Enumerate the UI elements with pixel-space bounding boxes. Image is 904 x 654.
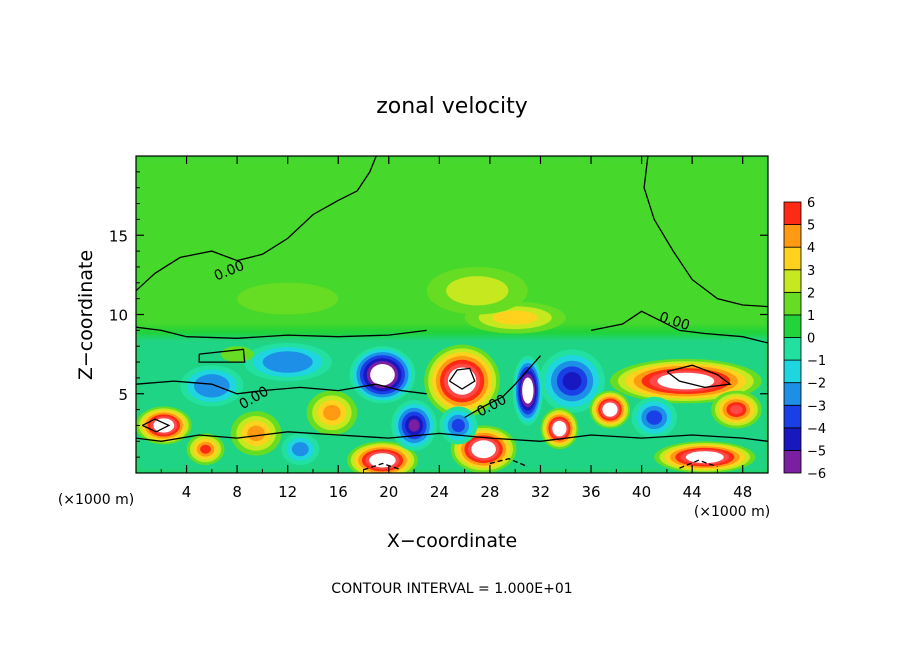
colorbar-label: −4 [807, 422, 826, 437]
y-axis-ticks: 5 10 15 [109, 171, 768, 458]
field-blob [631, 396, 677, 439]
contour-line [448, 367, 476, 390]
field-blob [281, 433, 320, 466]
colorbar-label: −1 [807, 354, 826, 369]
field-blob [237, 282, 339, 315]
x-tick-label: 32 [531, 483, 550, 501]
contour-line [643, 156, 768, 308]
colorbar-swatch [783, 337, 802, 361]
field-blob [180, 365, 244, 407]
plot-area: 0.000.00 0.000.00 [135, 155, 769, 474]
x-tick-label: 48 [733, 483, 752, 501]
field-blob [349, 346, 416, 404]
colorbar-swatch [783, 269, 802, 293]
x-unit-right: (×1000 m) [694, 504, 770, 520]
x-tick-label: 16 [329, 483, 348, 501]
colorbar-swatch [783, 314, 802, 338]
field-blob [243, 343, 332, 382]
field-blob [186, 433, 225, 466]
colorbar-label: 2 [807, 286, 815, 301]
field-blob [220, 346, 254, 363]
x-tick-label: 12 [278, 483, 297, 501]
contour-line [489, 458, 529, 468]
chart-title: zonal velocity [376, 94, 528, 119]
field-blob [230, 411, 282, 456]
contour-line [679, 459, 718, 469]
colorbar-swatch [783, 359, 802, 384]
field-blob [589, 390, 631, 429]
field-blob [426, 266, 528, 315]
colorbar-swatch [783, 291, 802, 316]
colorbar-swatch [783, 427, 802, 451]
field-blob [439, 406, 478, 445]
contour-lines [136, 156, 768, 471]
colorbar-label: 5 [807, 219, 815, 234]
field-blob [347, 441, 418, 473]
field-blob [391, 400, 437, 451]
y-axis-label: Z−coordinate [75, 250, 97, 380]
contour-line [136, 380, 427, 395]
colorbar-swatch [783, 450, 802, 474]
field-blob [512, 355, 544, 426]
colorbar-label: −2 [807, 377, 826, 392]
colorbar-label: −3 [807, 399, 826, 414]
contour-line [136, 431, 768, 442]
field-blob [539, 349, 605, 413]
field-blob [654, 441, 756, 473]
colorbar-label: −5 [807, 444, 826, 459]
colorbar: −6 −5 −4 −3 −2 −1 0 1 2 3 4 5 6 [783, 196, 826, 482]
contour-line [142, 418, 171, 433]
x-unit-left: (×1000 m) [58, 492, 134, 508]
x-axis-label: X−coordinate [387, 530, 517, 552]
x-tick-label: 36 [581, 483, 600, 501]
contour-line [136, 156, 377, 292]
velocity-field [136, 156, 768, 473]
colorbar-label: 0 [807, 332, 815, 347]
field-blob [424, 344, 501, 418]
colorbar-label: 1 [807, 309, 815, 324]
field-blob [711, 390, 762, 429]
colorbar-label: 4 [807, 241, 815, 256]
contour-interval-note: CONTOUR INTERVAL = 1.000E+01 [331, 581, 572, 597]
y-tick-label: 10 [109, 307, 128, 325]
x-tick-label: 8 [232, 483, 242, 501]
field-blob [306, 390, 358, 435]
contour-line [464, 355, 541, 419]
contour-line [198, 348, 246, 363]
colorbar-label: 3 [807, 264, 815, 279]
contour-line [363, 462, 402, 471]
y-tick-label: 5 [118, 386, 128, 404]
colorbar-swatch [783, 246, 802, 271]
x-tick-label: 40 [632, 483, 651, 501]
field-blob [540, 408, 579, 450]
y-tick-label: 15 [109, 227, 128, 245]
contour-line [666, 364, 732, 389]
colorbar-swatch [783, 201, 802, 225]
colorbar-label: 6 [807, 196, 815, 211]
x-tick-label: 4 [182, 483, 192, 501]
x-tick-label: 20 [379, 483, 398, 501]
x-tick-label: 24 [430, 483, 449, 501]
x-axis-ticks: 4 8 12 16 20 24 28 32 36 40 44 48 [160, 156, 752, 501]
contour-line [136, 326, 427, 339]
x-tick-label: 28 [480, 483, 499, 501]
colorbar-swatch [783, 382, 802, 406]
colorbar-label: −6 [807, 467, 826, 482]
x-tick-label: 44 [683, 483, 702, 501]
contour-line [590, 310, 768, 344]
colorbar-swatch [783, 224, 802, 248]
colorbar-swatch [783, 404, 802, 429]
